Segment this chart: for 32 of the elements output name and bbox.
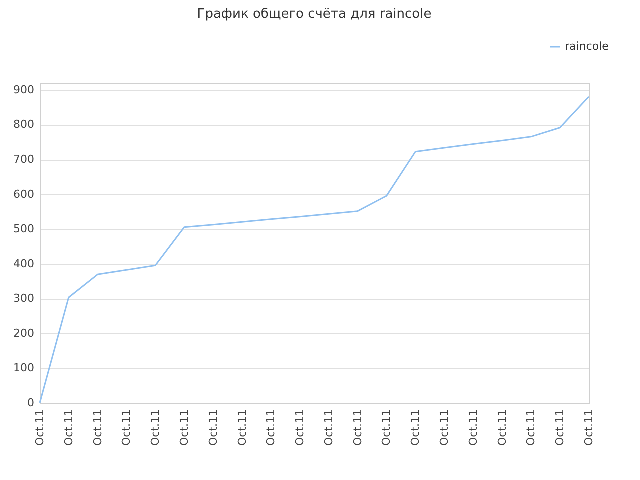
y-tick-label: 0 [28,396,34,410]
x-tick-label: Oct.11 [496,410,509,446]
y-tick-label: 100 [14,362,34,375]
y-tick-label: 800 [14,118,34,132]
x-tick-label: Oct.11 [236,410,249,446]
y-tick-label: 200 [14,326,34,340]
legend-label: raincole [565,40,610,53]
x-tick-label: Oct.11 [524,410,538,446]
x-tick-label: Oct.11 [582,410,596,446]
x-tick-label: Oct.11 [178,410,191,446]
x-tick-label: Oct.11 [264,410,278,446]
x-tick-label: Oct.11 [351,410,364,446]
x-tick-label: Oct.11 [322,410,336,446]
y-tick-label: 600 [14,188,34,201]
y-tick-label: 500 [14,222,34,236]
x-tick-label: Oct.11 [62,410,76,446]
x-tick-label: Oct.11 [438,410,452,446]
x-tick-label: Oct.11 [34,410,46,446]
y-tick-label: 400 [14,257,34,270]
chart-title: График общего счёта для raincole [197,7,432,22]
x-tick-label: Oct.11 [91,410,104,446]
y-tick-label: 900 [14,83,34,96]
x-tick-label: Oct.11 [149,410,162,446]
y-tick-label: 300 [14,292,34,306]
x-tick-label: Oct.11 [380,410,394,446]
x-tick-label: Oct.11 [409,410,422,446]
x-tick-label: Oct.11 [206,410,220,446]
x-tick-label: Oct.11 [120,410,134,446]
x-tick-label: Oct.11 [466,410,480,446]
y-tick-label: 700 [14,153,34,166]
x-tick-label: Oct.11 [294,410,307,446]
x-tick-label: Oct.11 [554,410,567,446]
